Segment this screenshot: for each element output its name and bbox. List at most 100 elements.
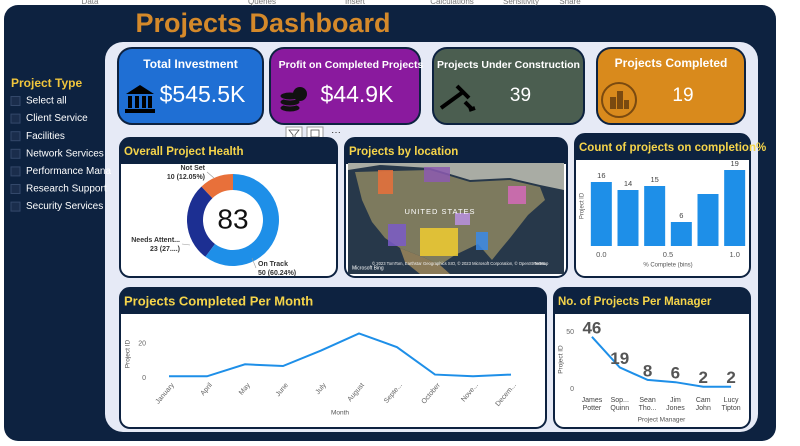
map-canada (348, 163, 564, 190)
panel-header (554, 288, 750, 314)
panel-title: Projects Completed Per Month (124, 293, 313, 308)
panel-title: Projects by location (349, 146, 458, 158)
data-label: 8 (643, 361, 652, 380)
x-axis-title: % Complete (bins) (643, 263, 692, 269)
bar (670, 222, 692, 246)
ribbon-item: Sensitivity (503, 0, 539, 6)
kpi-card (117, 47, 264, 125)
bar-value-label: 14 (624, 179, 632, 188)
slicer-checkbox[interactable] (10, 148, 21, 159)
donut-slice (186, 186, 216, 257)
slicer-title: Project Type (11, 76, 82, 90)
panel-header (345, 138, 567, 164)
slicer-item: Facilities (26, 131, 65, 142)
data-label: 2 (726, 368, 735, 387)
x-tick-label: Sean Tho... (638, 397, 657, 412)
kpi-label: Total Investment (143, 57, 237, 71)
bar-value-label: 6 (679, 211, 683, 220)
panel-title: Overall Project Health (124, 146, 244, 158)
panel-header (120, 138, 337, 164)
line (169, 332, 512, 378)
bar (724, 170, 746, 246)
bar (697, 194, 719, 246)
map-attribution: © 2023 TomTom, Earthstar Geographics SIO… (372, 261, 549, 266)
slicer-item: Network Services (26, 148, 104, 159)
donut-leader (206, 171, 215, 179)
kpi-label: Projects Completed (615, 56, 728, 70)
slicer-checkbox[interactable] (10, 166, 21, 177)
kpi-value: $545.5K (160, 81, 246, 107)
x-tick-label: James Potter (581, 397, 603, 412)
data-label: 19 (610, 349, 629, 368)
kpi-icon (439, 84, 476, 112)
panel-header (575, 134, 750, 160)
donut-label: Not Set (181, 165, 206, 172)
bank-icon (125, 85, 155, 113)
slicer-item: Client Service (26, 113, 88, 124)
bar-value-label: 15 (650, 175, 658, 184)
ribbon-item: Insert (345, 0, 366, 6)
ribbon-item: Calculations (430, 0, 474, 6)
kpi-card (269, 47, 421, 125)
kpi-icon (125, 85, 155, 113)
bar (644, 186, 666, 246)
y-tick-label: 0 (570, 386, 574, 393)
kpi-value: $44.9K (321, 81, 395, 107)
slicer-item: Security Services (26, 201, 103, 212)
panel-title: Count of projects on completion% (579, 142, 766, 154)
slicer-checkbox[interactable] (10, 131, 21, 142)
donut-leader (181, 243, 191, 246)
kpi-icon (279, 87, 307, 113)
slicer-checkbox[interactable] (10, 96, 21, 106)
slicer-item: Performance Mana (26, 166, 111, 177)
map-terms[interactable]: Terms (534, 261, 545, 266)
kpi-icon (601, 82, 637, 118)
map-region (508, 186, 526, 204)
donut-total: 83 (217, 203, 248, 234)
x-axis-title: Month (331, 410, 349, 417)
hammer-icon (439, 84, 476, 112)
building-icon-ring (601, 82, 637, 118)
donut-value-label: 10 (12.05%) (167, 174, 205, 181)
kpi-value: 19 (672, 85, 693, 106)
y-axis-title: Project ID (558, 345, 565, 374)
map-region (378, 170, 393, 194)
map-region (455, 213, 470, 225)
donut-leader (251, 257, 257, 269)
coin-icon (293, 87, 307, 101)
ribbon-item: Share (559, 0, 581, 6)
bar (590, 182, 612, 246)
slicer-checkbox[interactable] (10, 113, 21, 124)
x-tick-label: Lucy Tipton (721, 397, 741, 412)
donut-slice (205, 173, 279, 266)
kpi-value: 39 (510, 85, 531, 106)
y-axis-title: Project ID (580, 192, 586, 219)
map-region (388, 224, 406, 246)
data-label: 46 (582, 318, 601, 337)
map-region (424, 167, 450, 182)
slicer-checkbox[interactable] (10, 201, 21, 212)
slicer-item: Research Support (26, 184, 107, 195)
y-tick-label: 0 (142, 375, 146, 382)
donut-label: On Track (258, 261, 288, 268)
map-region (420, 228, 458, 256)
x-tick-label: Sop... Quinn (610, 397, 630, 412)
donut-value-label: 50 (60.24%) (258, 270, 296, 277)
more-icon[interactable]: ⋯ (331, 128, 341, 139)
x-tick-label: Cam John (695, 397, 711, 412)
slicer-checkbox[interactable] (10, 184, 21, 194)
x-tick-label: Jim Jones (666, 397, 685, 412)
dashboard-title: Projects Dashboard (135, 8, 390, 38)
data-label: 2 (699, 368, 708, 387)
bar-value-label: 19 (730, 159, 738, 168)
building-icon (610, 91, 629, 109)
x-tick-label: 1.0 (729, 250, 739, 259)
map-mexico (400, 248, 450, 274)
x-tick-label: 0.5 (663, 250, 673, 259)
map-brand: Microsoft Bing (352, 265, 384, 271)
kpi-label: Profit on Completed Projects (279, 59, 424, 71)
bar-value-label: 16 (597, 171, 605, 180)
map-region (476, 232, 488, 250)
